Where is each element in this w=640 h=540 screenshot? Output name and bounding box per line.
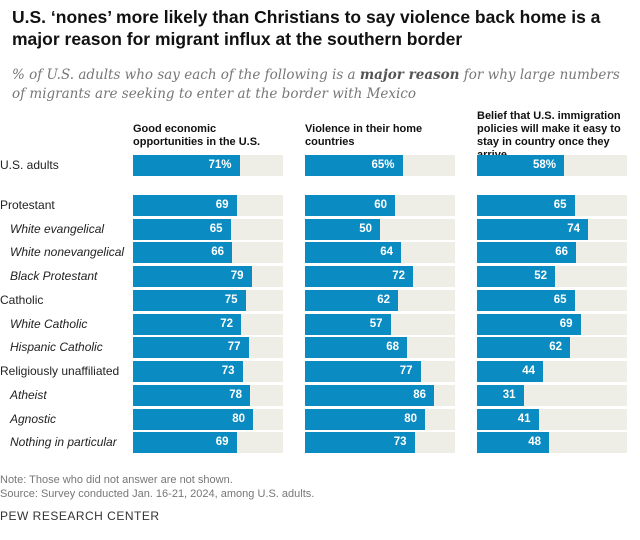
chart-subtitle: % of U.S. adults who say each of the fol… — [12, 66, 632, 104]
bar — [477, 155, 564, 176]
data-label: 77 — [399, 365, 413, 377]
bar — [477, 290, 575, 311]
data-label: 77 — [227, 341, 241, 353]
category-label: Atheist — [10, 388, 47, 402]
category-label: U.S. adults — [0, 158, 59, 172]
category-label: White nonevangelical — [10, 245, 125, 259]
bar — [477, 409, 539, 430]
source: Source: Survey conducted Jan. 16-21, 202… — [0, 488, 315, 500]
data-label: 79 — [230, 270, 244, 282]
category-label: Nothing in particular — [10, 435, 117, 449]
bar — [133, 314, 241, 335]
bar — [305, 361, 421, 382]
bar — [133, 242, 232, 263]
data-label: 48 — [528, 436, 541, 448]
bar — [305, 195, 395, 216]
data-label: 44 — [522, 365, 535, 377]
bar — [133, 266, 252, 287]
data-label: 74 — [567, 223, 580, 235]
category-label: Agnostic — [10, 412, 57, 426]
subtitle-text: for why large numbers of migrants are se… — [12, 67, 620, 102]
data-label: 80 — [404, 413, 417, 425]
bar — [477, 385, 524, 406]
data-label: 62 — [549, 341, 562, 353]
category-label: Protestant — [0, 198, 55, 212]
data-label: 73 — [393, 436, 407, 448]
category-label: White evangelical — [10, 222, 105, 236]
bar — [305, 385, 434, 406]
data-label: 52 — [534, 270, 547, 282]
data-label: 66 — [555, 246, 568, 258]
data-label: 69 — [215, 199, 229, 211]
bar — [305, 432, 415, 453]
bar — [133, 155, 240, 176]
bar — [133, 409, 253, 430]
bar — [477, 337, 570, 358]
data-label: 71% — [208, 159, 232, 171]
data-label: 66 — [211, 246, 224, 258]
data-label: 65% — [371, 159, 395, 171]
data-label: 75 — [224, 294, 238, 306]
bar — [133, 290, 246, 311]
bar — [133, 195, 237, 216]
data-label: 69 — [559, 318, 573, 330]
subtitle-text: % of U.S. adults who say each of the fol… — [12, 67, 360, 83]
bar — [305, 337, 407, 358]
data-label: 68 — [386, 341, 399, 353]
data-label: 41 — [517, 413, 531, 425]
data-label: 65 — [209, 223, 223, 235]
data-label: 50 — [359, 223, 372, 235]
bar — [133, 337, 249, 358]
column-header: Violence in their home countries — [305, 123, 423, 148]
bar — [477, 266, 555, 287]
bar — [477, 219, 588, 240]
bar — [133, 385, 250, 406]
bar — [133, 361, 243, 382]
bar — [133, 219, 231, 240]
data-label: 80 — [232, 413, 245, 425]
category-label: Religiously unaffiliated — [0, 364, 120, 378]
bar — [133, 432, 237, 453]
bar — [477, 361, 543, 382]
column-header: Good economic opportunities in the U.S. — [133, 123, 261, 148]
data-label: 69 — [215, 436, 229, 448]
data-label: 58% — [532, 159, 556, 171]
bar — [305, 155, 403, 176]
bar — [477, 195, 575, 216]
category-label: Black Protestant — [10, 269, 98, 283]
data-label: 60 — [374, 199, 387, 211]
category-label: White Catholic — [10, 317, 88, 331]
chart-title: U.S. ‘nones’ more likely than Christians… — [12, 7, 601, 49]
category-label: Catholic — [0, 293, 44, 307]
data-label: 72 — [392, 270, 405, 282]
bar — [305, 290, 398, 311]
column-header: Belief that U.S. immigration policies wi… — [477, 110, 621, 161]
data-label: 31 — [502, 389, 516, 401]
data-label: 72 — [220, 318, 233, 330]
bar — [305, 242, 401, 263]
bar — [305, 409, 425, 430]
data-label: 57 — [369, 318, 383, 330]
bar — [305, 266, 413, 287]
data-label: 64 — [380, 246, 393, 258]
data-label: 65 — [553, 199, 567, 211]
data-label: 78 — [229, 389, 242, 401]
bar — [477, 242, 576, 263]
category-label: Hispanic Catholic — [10, 340, 103, 354]
data-label: 65 — [553, 294, 567, 306]
bar — [305, 314, 391, 335]
subtitle-emphasis: major reason — [359, 67, 460, 83]
data-label: 62 — [377, 294, 390, 306]
bar — [477, 314, 581, 335]
data-label: 73 — [221, 365, 235, 377]
pew-logo: PEW RESEARCH CENTER — [0, 509, 160, 523]
bar — [477, 432, 549, 453]
bar — [305, 219, 380, 240]
note: Note: Those who did not answer are not s… — [0, 474, 233, 486]
data-label: 86 — [413, 389, 426, 401]
